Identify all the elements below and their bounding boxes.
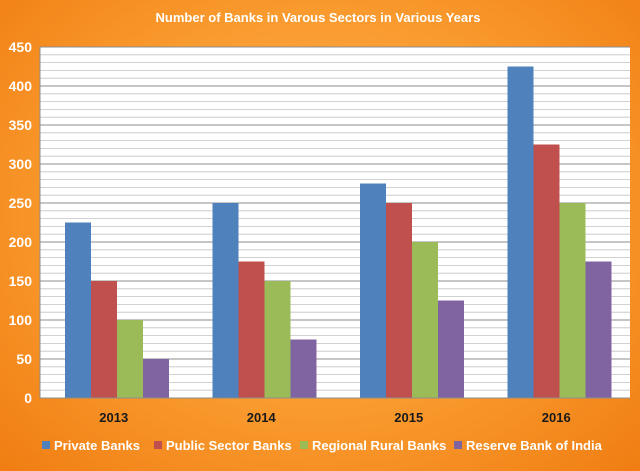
legend-swatch-public-sector-banks xyxy=(154,441,162,449)
y-tick-label: 50 xyxy=(16,351,32,367)
legend-swatch-reserve-bank-of-india xyxy=(454,441,462,449)
legend-swatch-private-banks xyxy=(42,441,50,449)
bar-private-banks-2013 xyxy=(65,222,91,398)
bar-marks xyxy=(65,66,612,398)
bar-public-sector-banks-2014 xyxy=(238,261,265,398)
y-tick-label: 400 xyxy=(9,78,33,94)
bar-public-sector-banks-2016 xyxy=(533,144,560,398)
y-axis: 0 50 100 150 200 250 300 350 400 450 xyxy=(9,39,41,406)
bar-regional-rural-banks-2016 xyxy=(559,203,586,398)
bar-private-banks-2016 xyxy=(507,66,534,398)
legend-label-private-banks: Private Banks xyxy=(54,438,140,453)
y-tick-label: 0 xyxy=(24,390,32,406)
chart-title: Number of Banks in Varous Sectors in Var… xyxy=(156,10,481,25)
legend-label-public-sector-banks: Public Sector Banks xyxy=(166,438,292,453)
y-tick-label: 100 xyxy=(9,312,33,328)
bar-reserve-bank-of-india-2016 xyxy=(585,261,612,398)
bar-private-banks-2014 xyxy=(212,203,239,398)
bar-regional-rural-banks-2014 xyxy=(264,281,291,398)
legend-label-reserve-bank-of-india: Reserve Bank of India xyxy=(466,438,603,453)
y-tick-label: 450 xyxy=(9,39,33,55)
y-tick-label: 350 xyxy=(9,117,33,133)
x-tick-label: 2015 xyxy=(394,410,423,425)
legend-label-regional-rural-banks: Regional Rural Banks xyxy=(312,438,446,453)
bar-regional-rural-banks-2013 xyxy=(117,320,143,398)
x-axis: 2013 2014 2015 2016 xyxy=(40,397,630,425)
bar-public-sector-banks-2013 xyxy=(91,281,117,398)
legend: Private Banks Public Sector Banks Regional… xyxy=(42,438,603,453)
x-tick-label: 2013 xyxy=(99,410,128,425)
legend-swatch-regional-rural-banks xyxy=(300,441,308,449)
bar-public-sector-banks-2015 xyxy=(386,203,412,398)
bar-reserve-bank-of-india-2015 xyxy=(438,300,464,398)
bar-reserve-bank-of-india-2014 xyxy=(290,339,317,398)
bar-reserve-bank-of-india-2013 xyxy=(143,359,169,398)
y-tick-label: 150 xyxy=(9,273,33,289)
x-tick-label: 2016 xyxy=(542,410,571,425)
y-tick-label: 300 xyxy=(9,156,33,172)
y-tick-label: 200 xyxy=(9,234,33,250)
y-tick-label: 250 xyxy=(9,195,33,211)
x-tick-label: 2014 xyxy=(247,410,277,425)
bar-private-banks-2015 xyxy=(360,183,386,398)
bar-regional-rural-banks-2015 xyxy=(412,242,438,398)
